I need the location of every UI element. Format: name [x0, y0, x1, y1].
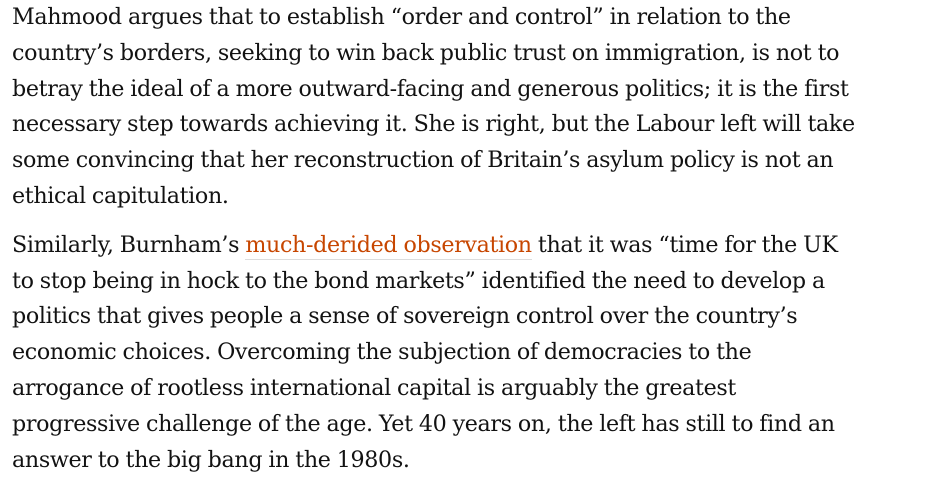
article-paragraph-1: Mahmood argues that to establish “order … [12, 0, 942, 215]
paragraph-2-line-7: answer to the big bang in the 1980s. [12, 446, 410, 473]
paragraph-1-line-5: some convincing that her reconstruction … [12, 147, 834, 174]
paragraph-2-line-5: arrogance of rootless international capi… [12, 374, 736, 401]
paragraph-2-line-1-start: Similarly, Burnham’s [12, 231, 246, 258]
paragraph-2-line-2: to stop being in hock to the bond market… [12, 267, 825, 294]
paragraph-1-line-3: betray the ideal of a more outward-facin… [12, 75, 849, 102]
paragraph-1-line-2: country’s borders, seeking to win back p… [12, 39, 840, 66]
paragraph-2-line-1-end: that it was “time for the UK [531, 231, 838, 258]
paragraph-2-line-4: economic choices. Overcoming the subject… [12, 339, 752, 366]
much-derided-observation-link[interactable]: much-derided observation [245, 231, 532, 260]
paragraph-2-line-1: Similarly, Burnham’s much-derided observ… [12, 228, 942, 264]
paragraph-1-line-6: ethical capitulation. [12, 182, 229, 209]
paragraph-1-line-4: necessary step towards achieving it. She… [12, 111, 855, 138]
article-paragraph-2: Similarly, Burnham’s much-derided observ… [12, 228, 942, 479]
paragraph-2-line-6: progressive challenge of the age. Yet 40… [12, 410, 835, 437]
paragraph-2-line-3: politics that gives people a sense of so… [12, 303, 798, 330]
paragraph-1-line-1: Mahmood argues that to establish “order … [12, 4, 791, 30]
